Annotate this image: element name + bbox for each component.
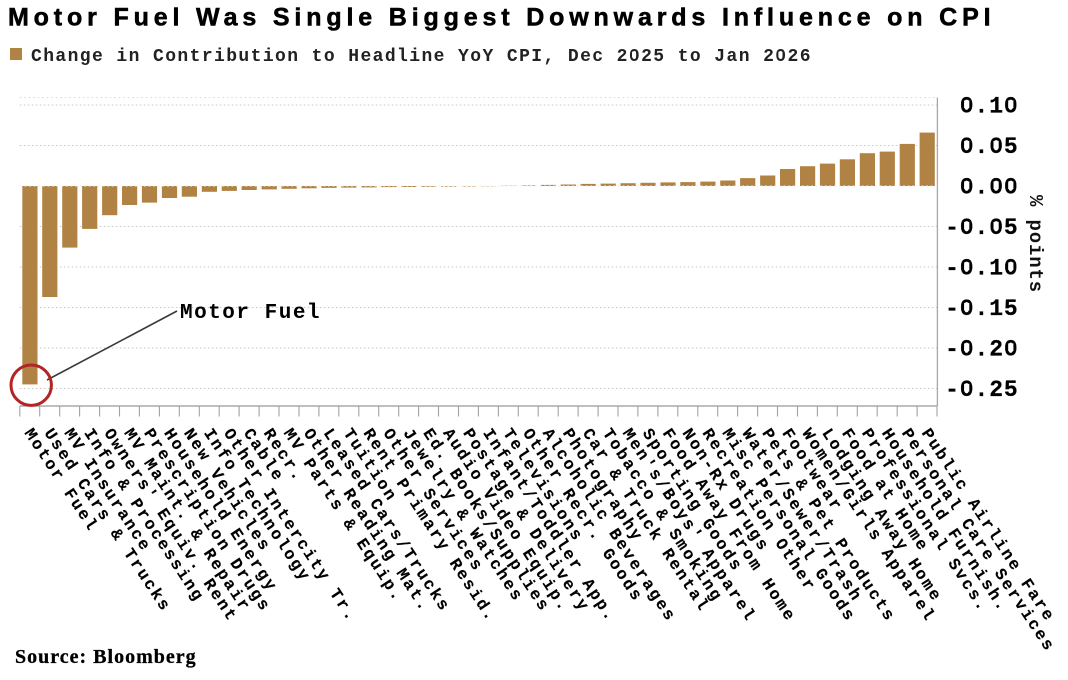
svg-text:0.00: 0.00 (960, 175, 1019, 201)
svg-text:Change in Contribution to Head: Change in Contribution to Headline YoY C… (31, 47, 812, 67)
svg-text:0.05: 0.05 (960, 134, 1019, 160)
svg-text:-0.10: -0.10 (945, 256, 1019, 282)
svg-text:-0.20: -0.20 (945, 337, 1019, 363)
svg-text:-0.15: -0.15 (945, 296, 1019, 322)
svg-text:Motor Fuel Was Single Biggest: Motor Fuel Was Single Biggest Downwards … (8, 4, 995, 32)
svg-text:-0.25: -0.25 (945, 377, 1019, 403)
svg-text:% points: % points (1024, 195, 1046, 293)
svg-text:Motor Fuel: Motor Fuel (180, 302, 321, 325)
svg-text:Source: Bloomberg: Source: Bloomberg (15, 646, 197, 668)
svg-text:-0.05: -0.05 (945, 215, 1019, 241)
svg-text:0.10: 0.10 (960, 94, 1019, 120)
